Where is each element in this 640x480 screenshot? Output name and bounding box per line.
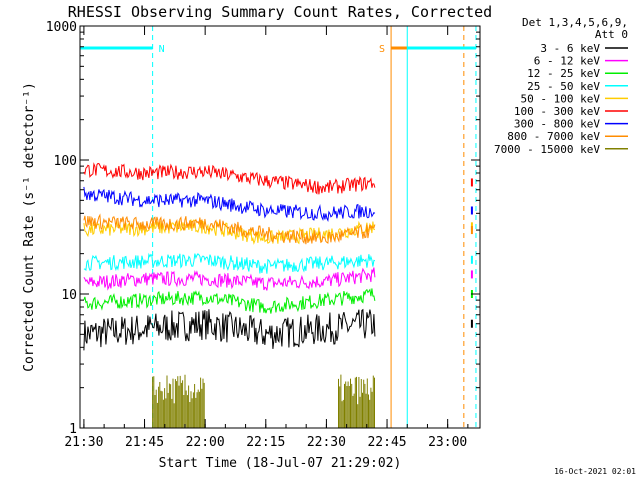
- legend-label: 300 - 800 keV: [514, 118, 600, 131]
- x-axis: 21:30 21:45 22:00 22:15 22:30 22:45 23:00: [64, 26, 469, 450]
- x-tick-label: 22:15: [246, 435, 285, 450]
- legend-header-line-1: Det 1,3,4,5,6,9,: [522, 16, 628, 29]
- flag-label: N: [159, 44, 165, 55]
- legend-label: 50 - 100 keV: [521, 92, 601, 105]
- legend-label: 3 - 6 keV: [540, 42, 600, 55]
- series-25-50-kev: [83, 252, 473, 274]
- x-tick-label: 22:00: [186, 435, 225, 450]
- x-tick-label: 23:00: [428, 435, 467, 450]
- flag-bar: [406, 26, 477, 428]
- series-6-12-kev: [83, 267, 473, 291]
- series-line: [83, 252, 375, 274]
- legend-label: 6 - 12 keV: [534, 55, 601, 68]
- series-3-6-kev: [83, 308, 473, 351]
- legend-label: 12 - 25 keV: [527, 67, 600, 80]
- y-tick-label: 100: [54, 154, 77, 169]
- legend-label: 100 - 300 keV: [514, 105, 600, 118]
- y-tick-label: 1000: [46, 20, 77, 35]
- series-100-300-kev: [83, 162, 473, 195]
- y-tick-label: 1: [69, 422, 77, 437]
- chart-title: RHESSI Observing Summary Count Rates, Co…: [68, 3, 492, 21]
- legend-label: 800 - 7000 keV: [507, 130, 600, 143]
- series-line: [83, 308, 376, 351]
- x-tick-label: 21:30: [64, 435, 103, 450]
- series-7000-15000-kev: [152, 374, 375, 428]
- x-axis-label: Start Time (18-Jul-07 21:29:02): [159, 456, 402, 471]
- plot-frame: [79, 25, 481, 429]
- y-axis: 1 10 100 1000: [46, 20, 480, 437]
- flag-label: S: [379, 44, 385, 55]
- series-line: [83, 288, 376, 314]
- x-tick-label: 22:30: [307, 435, 346, 450]
- series-800-7000-kev: [83, 213, 473, 245]
- legend-label: 7000 - 15000 keV: [494, 143, 600, 156]
- legend-header-line-2: Att 0: [595, 28, 628, 41]
- series-300-800-kev: [83, 186, 473, 222]
- footer-timestamp: 16-Oct-2021 02:01: [554, 467, 636, 476]
- series-line: [83, 162, 376, 195]
- legend-label: 25 - 50 keV: [527, 80, 600, 93]
- x-tick-label: 22:45: [367, 435, 406, 450]
- series-line: [83, 267, 376, 291]
- y-tick-label: 10: [61, 288, 77, 303]
- y-axis-label: Corrected Count Rate (s⁻¹ detector⁻¹): [22, 82, 37, 372]
- series-line: [83, 186, 376, 222]
- series-line: [83, 213, 376, 245]
- x-tick-label: 21:45: [125, 435, 164, 450]
